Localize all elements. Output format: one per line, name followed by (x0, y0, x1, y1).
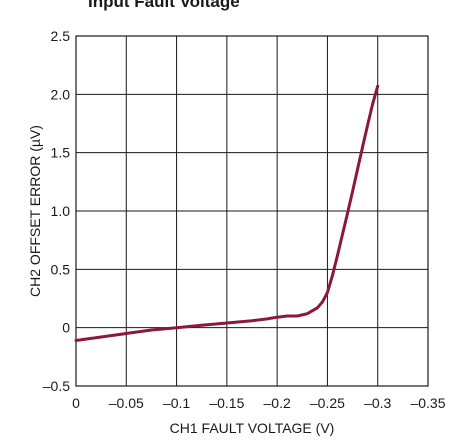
x-tick-label: –0.25 (310, 395, 345, 411)
y-tick-label: 1.5 (51, 145, 71, 161)
x-tick-label: –0.35 (410, 395, 445, 411)
y-tick-label: 2.0 (51, 86, 71, 102)
y-tick-label: 0.5 (51, 261, 71, 277)
y-tick-label: –0.5 (43, 378, 70, 394)
series-line (74, 84, 380, 342)
plot-frame (75, 35, 429, 387)
y-tick-label: 2.5 (51, 28, 71, 44)
x-tick-labels: 0 –0.05 –0.1 –0.15 –0.2 –0.25 –0.3 –0.35 (72, 395, 446, 411)
x-axis-label: CH1 FAULT VOLTAGE (V) (170, 420, 335, 436)
y-tick-labels: –0.5 0 0.5 1.0 1.5 2.0 2.5 (43, 28, 70, 394)
series-group (74, 84, 380, 342)
chart-title: Input Fault Voltage (88, 0, 240, 11)
x-tick-label: 0 (72, 395, 80, 411)
x-tick-label: –0.15 (209, 395, 244, 411)
x-tick-label: –0.1 (163, 395, 190, 411)
x-tick-label: –0.05 (109, 395, 144, 411)
grid (76, 36, 428, 386)
y-axis-label: CH2 OFFSET ERROR (µV) (27, 125, 43, 297)
y-tick-label: 1.0 (51, 203, 71, 219)
y-tick-label: 0 (62, 320, 70, 336)
x-tick-label: –0.2 (264, 395, 291, 411)
x-tick-label: –0.3 (364, 395, 391, 411)
